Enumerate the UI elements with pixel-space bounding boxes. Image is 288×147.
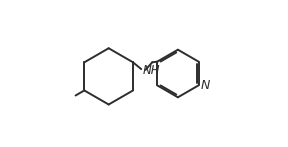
Text: N: N [201,79,211,92]
Text: NH: NH [142,64,160,77]
